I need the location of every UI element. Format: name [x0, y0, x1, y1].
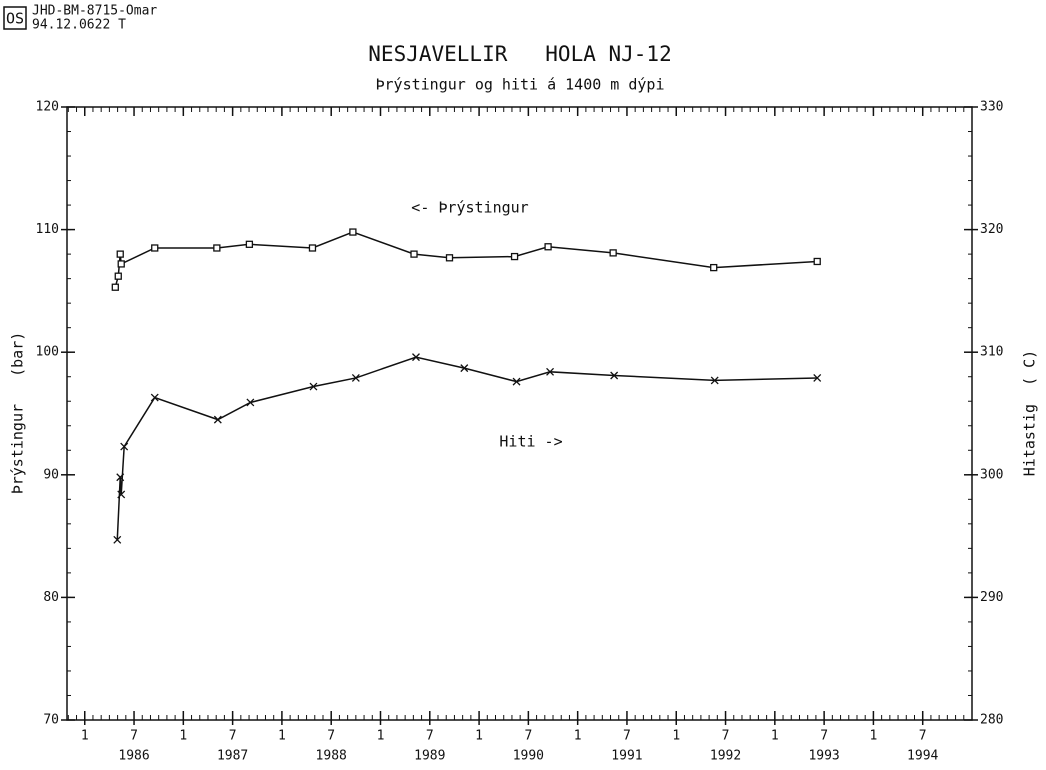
x-tick-label: 7	[820, 729, 828, 744]
y2-tick-label: 280	[980, 713, 1003, 728]
point-marker	[609, 249, 617, 257]
point-marker	[309, 382, 318, 391]
point-marker	[116, 473, 125, 482]
chart-title: NESJAVELLIR HOLA NJ-12	[368, 42, 671, 66]
x-year-label: 1990	[513, 749, 544, 764]
x-year-label: 1991	[611, 749, 642, 764]
x-tick-label: 7	[130, 729, 138, 744]
logo-box	[3, 6, 27, 30]
y-tick-label: 90	[43, 467, 59, 482]
point-marker	[412, 353, 420, 362]
x-tick-label: 1	[278, 729, 286, 744]
x-year-label: 1986	[118, 749, 149, 764]
x-tick-label: 1	[672, 729, 680, 744]
x-tick-label: 1	[475, 729, 483, 744]
point-marker	[546, 367, 555, 376]
x-year-label: 1988	[316, 749, 347, 764]
x-tick-label: 1	[574, 729, 582, 744]
point-marker	[710, 263, 718, 272]
annotation: Hiti ->	[499, 433, 562, 451]
x-year-label: 1993	[808, 749, 839, 764]
point-marker	[610, 371, 619, 380]
point-marker	[512, 377, 521, 386]
y2-tick-label: 310	[980, 345, 1003, 360]
point-marker	[351, 373, 360, 382]
x-tick-label: 7	[623, 729, 631, 744]
x-tick-label: 7	[722, 729, 730, 744]
point-marker	[117, 490, 126, 499]
x-tick-label: 7	[229, 729, 237, 744]
point-marker	[151, 244, 159, 252]
y-tick-label: 100	[36, 345, 59, 360]
x-tick-label: 1	[771, 729, 779, 744]
y-tick-label: 80	[43, 590, 59, 605]
y2-tick-label: 320	[980, 222, 1003, 237]
y2-axis-label: Hitastig ( C)	[1021, 350, 1039, 476]
point-marker	[460, 364, 469, 373]
point-marker	[117, 260, 125, 268]
point-marker	[150, 393, 159, 402]
x-tick-label: 7	[524, 729, 532, 744]
point-marker	[113, 535, 122, 544]
x-tick-label: 7	[327, 729, 335, 744]
x-year-label: 1987	[217, 749, 248, 764]
x-year-label: 1989	[414, 749, 445, 764]
point-marker	[710, 376, 719, 385]
ref: 94.12.0622 T	[32, 18, 126, 33]
y-tick-label: 70	[43, 713, 59, 728]
point-marker	[213, 415, 222, 424]
logo: OS	[6, 10, 24, 28]
series-line	[116, 356, 818, 540]
x-tick-label: 1	[870, 729, 878, 744]
point-marker	[813, 257, 821, 266]
y2-tick-label: 300	[980, 467, 1003, 482]
point-marker	[116, 250, 124, 258]
point-marker	[213, 244, 221, 252]
y2-tick-label: 290	[980, 590, 1003, 605]
x-tick-label: 1	[81, 729, 89, 744]
y-axis-label: Þrýstingur (bar)	[9, 332, 27, 495]
point-marker	[111, 283, 119, 291]
point-marker	[246, 398, 255, 407]
point-marker	[410, 250, 418, 258]
series-line	[114, 231, 818, 288]
point-marker	[245, 240, 254, 248]
point-marker	[445, 254, 454, 262]
point-marker	[813, 373, 822, 382]
code: JHD-BM-8715-Omar	[32, 4, 157, 19]
x-tick-label: 1	[377, 729, 385, 744]
y-tick-label: 110	[36, 222, 59, 237]
y-tick-label: 120	[36, 100, 59, 115]
chart-subtitle: Þrýstingur og hiti á 1400 m dýpi	[376, 76, 665, 94]
plot-frame	[66, 106, 973, 721]
x-year-label: 1992	[710, 749, 741, 764]
x-year-label: 1994	[907, 749, 938, 764]
x-tick-label: 7	[426, 729, 434, 744]
point-marker	[349, 228, 357, 236]
y2-tick-label: 330	[980, 100, 1003, 115]
annotation: <- Þrýstingur	[411, 199, 528, 217]
point-marker	[308, 244, 317, 252]
x-tick-label: 1	[179, 729, 187, 744]
x-tick-label: 7	[919, 729, 927, 744]
point-marker	[544, 243, 552, 251]
point-marker	[114, 272, 122, 280]
point-marker	[120, 442, 129, 451]
point-marker	[510, 252, 519, 261]
